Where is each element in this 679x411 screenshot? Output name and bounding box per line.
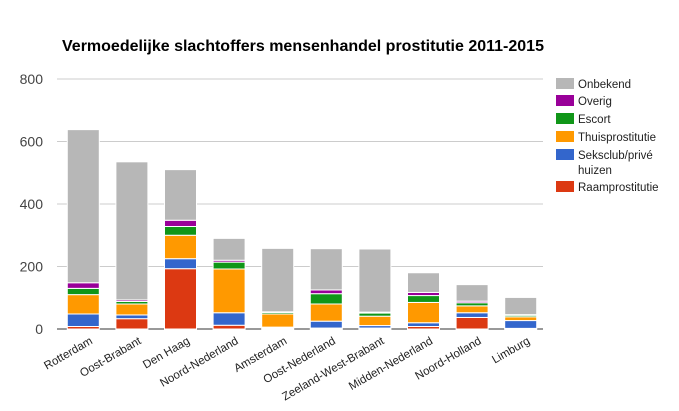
legend-label: Seksclub/privé huizen xyxy=(578,150,653,177)
y-tick-label: 600 xyxy=(20,134,44,150)
bar-segment xyxy=(309,303,343,322)
bar-segment xyxy=(455,284,489,302)
bar-segment xyxy=(309,320,343,329)
bar-segment xyxy=(261,247,295,313)
bar-stack xyxy=(358,248,392,330)
bar-segment xyxy=(66,129,100,284)
bar-segment xyxy=(504,296,538,316)
x-tick-label: Midden-Nederland xyxy=(347,335,435,393)
y-tick-label: 200 xyxy=(20,259,44,275)
bar-segment xyxy=(164,234,197,260)
bar-segment xyxy=(309,293,343,305)
legend-label: Onbekend xyxy=(578,79,631,91)
bar-segment xyxy=(212,237,246,261)
bar-stack xyxy=(66,129,100,330)
bar-segment xyxy=(358,315,392,327)
bar-stack xyxy=(115,161,149,330)
legend-swatch xyxy=(556,78,574,89)
y-tick-label: 0 xyxy=(35,321,43,337)
bar-segment xyxy=(407,272,440,293)
bar-stack xyxy=(164,169,197,330)
legend-label: Thuisprostitutie xyxy=(578,132,656,144)
bars xyxy=(66,129,538,330)
legend-label: Escort xyxy=(578,114,611,126)
bar-segment xyxy=(212,268,246,314)
bar-segment xyxy=(455,312,489,318)
legend-swatch xyxy=(556,181,574,192)
bar-segment xyxy=(115,161,149,301)
bar-segment xyxy=(455,305,489,314)
y-tick-label: 400 xyxy=(20,196,44,212)
legend-swatch xyxy=(556,95,574,106)
legend-swatch xyxy=(556,113,574,124)
bar-segment xyxy=(164,219,197,227)
bar-segment xyxy=(261,313,295,328)
legend: Onbekend Overig Escort Thuisprostitutie Seks… xyxy=(556,78,659,194)
legend-swatch xyxy=(556,131,574,142)
bar-stack xyxy=(504,296,538,330)
bar-segment xyxy=(212,324,246,330)
x-tick-label: Limburg xyxy=(490,335,532,366)
bar-stack xyxy=(309,248,343,330)
bar-stack xyxy=(407,272,440,330)
bar-segment xyxy=(309,248,343,291)
legend-label: Overig xyxy=(578,96,612,108)
bar-segment xyxy=(504,316,538,322)
bar-segment xyxy=(455,316,489,330)
bar-segment xyxy=(407,301,440,324)
bar-segment xyxy=(212,261,246,270)
bar-segment xyxy=(504,320,538,329)
bar-segment xyxy=(115,318,149,330)
bar-segment xyxy=(358,248,392,313)
bar-segment xyxy=(164,258,197,270)
bar-stack xyxy=(455,284,489,330)
bar-segment xyxy=(66,282,100,289)
bar-segment xyxy=(66,313,100,327)
y-tick-label: 800 xyxy=(20,71,44,87)
bar-segment xyxy=(66,287,100,296)
bar-segment xyxy=(164,226,197,236)
bar-segment xyxy=(66,294,100,315)
chart-title: Vermoedelijke slachtoffers mensenhandel … xyxy=(62,38,544,55)
legend-swatch xyxy=(556,149,574,160)
bar-segment xyxy=(164,268,197,330)
legend-label: Raamprostitutie xyxy=(578,182,659,194)
bar-stack xyxy=(212,237,246,330)
bar-segment xyxy=(212,312,246,326)
bar-segment xyxy=(309,289,343,295)
bar-segment xyxy=(115,303,149,316)
bar-segment xyxy=(164,169,197,221)
bar-segment xyxy=(407,295,440,303)
bar-stack xyxy=(261,247,295,330)
bar-segment xyxy=(115,314,149,320)
bar-segment xyxy=(407,322,440,327)
